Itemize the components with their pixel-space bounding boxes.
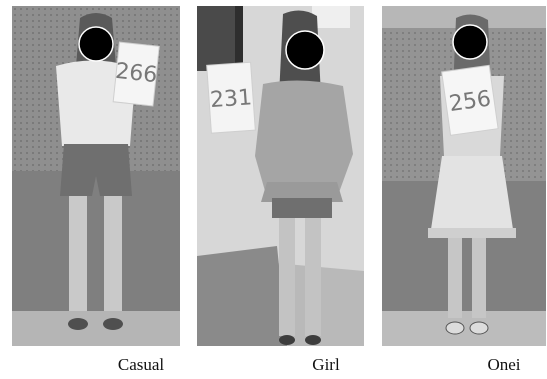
photo-onei-image: 256 [382, 6, 546, 346]
photo-onei: 256 [382, 6, 546, 346]
sign-number-girl: 231 [209, 85, 253, 113]
caption-girl: Girl [312, 355, 340, 374]
photo-casual-image: 266 [12, 6, 180, 346]
caption-casual: Casual [117, 355, 165, 374]
face-mask-girl [285, 30, 325, 70]
sign-number-onei: 256 [448, 86, 493, 117]
sign-number-casual: 266 [114, 59, 158, 88]
caption-onei: Onei [487, 355, 521, 374]
photo-girl: 231 [197, 6, 364, 346]
face-mask-casual [78, 26, 114, 62]
photo-girl-image: 231 [197, 6, 364, 346]
face-mask-onei [452, 24, 488, 60]
photo-casual: 266 [12, 6, 180, 346]
